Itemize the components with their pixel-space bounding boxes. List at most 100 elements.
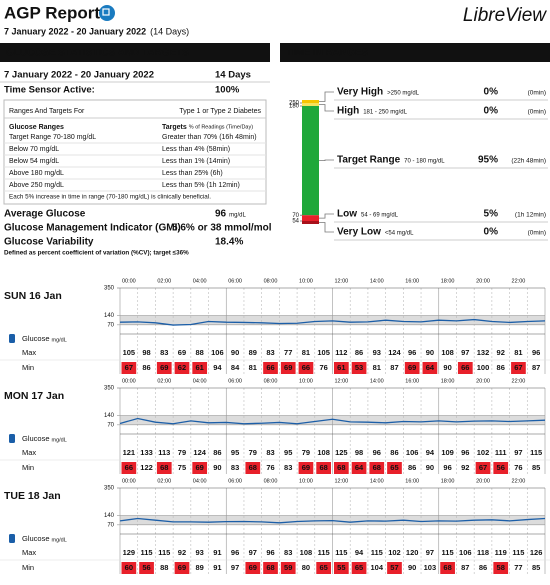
- max-value: 98: [142, 348, 150, 357]
- time-label: 04:00: [193, 378, 207, 384]
- range-label: Very High: [337, 87, 383, 98]
- targets-subheading: Type 1 or Type 2 Diabetes: [179, 108, 261, 115]
- time-label: 10:00: [299, 378, 313, 384]
- min-value: 60: [125, 563, 133, 572]
- min-value: 68: [249, 463, 257, 472]
- min-value: 69: [302, 463, 310, 472]
- low-highlight: [139, 562, 154, 574]
- low-highlight: [387, 562, 402, 574]
- min-value: 87: [390, 363, 398, 372]
- low-highlight: [493, 562, 509, 574]
- y-tick-label: 70: [107, 322, 114, 328]
- time-label: 18:00: [441, 478, 455, 484]
- min-value: 81: [373, 363, 381, 372]
- max-value: 96: [532, 348, 540, 357]
- min-value: 76: [266, 463, 274, 472]
- period-label: 7 January 2022 - 20 January 2022: [4, 70, 154, 81]
- min-value: 90: [408, 563, 416, 572]
- max-label: Max: [22, 548, 36, 557]
- max-value: 90: [231, 348, 239, 357]
- time-label: 16:00: [405, 478, 419, 484]
- min-value: 64: [355, 463, 364, 472]
- max-value: 106: [211, 348, 224, 357]
- max-value: 115: [141, 548, 153, 557]
- time-label: 04:00: [193, 278, 207, 284]
- device-icon: [9, 434, 15, 443]
- time-label: 14:00: [370, 278, 384, 284]
- low-highlight: [298, 462, 314, 474]
- max-value: 126: [530, 548, 543, 557]
- min-value: 104: [371, 563, 384, 572]
- min-value: 68: [337, 463, 345, 472]
- date-range: 7 January 2022 - 20 January 2022: [4, 26, 146, 36]
- range-segment: [302, 100, 319, 103]
- variability-value: 18.4%: [215, 237, 243, 248]
- logo: LibreView: [463, 5, 547, 26]
- average-unit: mg/dL: [229, 213, 246, 219]
- max-value: 86: [390, 448, 398, 457]
- min-value: 91: [213, 563, 221, 572]
- glucose-curve: [119, 318, 546, 326]
- min-value: 64: [426, 363, 435, 372]
- max-value: 115: [318, 548, 330, 557]
- min-value: 69: [196, 463, 204, 472]
- max-value: 124: [388, 348, 401, 357]
- max-value: 94: [426, 448, 435, 457]
- report-title: AGP Report: [4, 3, 100, 22]
- time-label: 22:00: [512, 378, 526, 384]
- time-label: 20:00: [476, 478, 490, 484]
- max-value: 95: [284, 448, 292, 457]
- min-value: 69: [408, 363, 416, 372]
- range-span: 70 - 180 mg/dL: [404, 159, 445, 165]
- range-span: >250 mg/dL: [387, 91, 420, 97]
- min-value: 86: [408, 463, 416, 472]
- low-highlight: [121, 562, 137, 574]
- low-highlight: [334, 462, 349, 474]
- max-value: 89: [249, 348, 257, 357]
- low-highlight: [298, 362, 314, 374]
- time-label: 14:00: [370, 378, 384, 384]
- min-value: 83: [231, 463, 239, 472]
- range-span: 54 - 69 mg/dL: [361, 213, 399, 219]
- time-label: 08:00: [264, 278, 278, 284]
- min-value: 84: [231, 363, 240, 372]
- min-value: 86: [479, 563, 487, 572]
- low-highlight: [440, 562, 455, 574]
- time-label: 18:00: [441, 378, 455, 384]
- min-value: 67: [125, 363, 133, 372]
- min-value: 61: [337, 363, 345, 372]
- min-value: 122: [140, 463, 153, 472]
- min-value: 90: [443, 363, 451, 372]
- min-value: 56: [142, 563, 150, 572]
- max-value: 86: [213, 448, 221, 457]
- low-highlight: [334, 362, 349, 374]
- low-highlight: [192, 362, 208, 374]
- max-value: 96: [231, 548, 239, 557]
- max-value: 83: [160, 348, 168, 357]
- max-value: 79: [178, 448, 186, 457]
- min-value: 77: [514, 563, 522, 572]
- time-label: 12:00: [334, 378, 348, 384]
- range-duration: (0min): [528, 90, 546, 97]
- max-value: 97: [461, 348, 469, 357]
- min-label: Min: [22, 563, 34, 572]
- time-label: 16:00: [405, 378, 419, 384]
- variability-label: Glucose Variability: [4, 237, 94, 248]
- max-value: 106: [406, 448, 419, 457]
- min-value: 66: [266, 363, 274, 372]
- connector: [319, 104, 334, 112]
- low-highlight: [174, 562, 190, 574]
- low-highlight: [422, 362, 438, 374]
- min-value: 65: [319, 563, 327, 572]
- max-value: 115: [371, 548, 383, 557]
- time-label: 12:00: [334, 478, 348, 484]
- low-highlight: [156, 462, 172, 474]
- min-value: 66: [461, 363, 469, 372]
- min-value: 56: [497, 463, 505, 472]
- max-value: 97: [514, 448, 522, 457]
- low-highlight: [174, 362, 190, 374]
- min-value: 68: [443, 563, 451, 572]
- range-tick: 70: [292, 213, 299, 219]
